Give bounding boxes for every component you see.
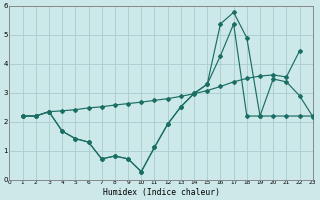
X-axis label: Humidex (Indice chaleur): Humidex (Indice chaleur) xyxy=(103,188,220,197)
